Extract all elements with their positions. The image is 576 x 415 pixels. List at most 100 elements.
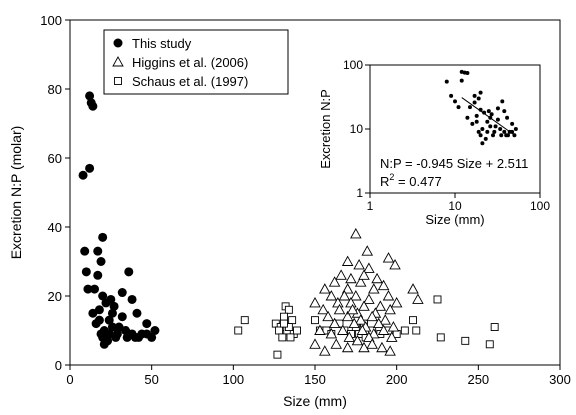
inset-point — [483, 136, 488, 141]
point-this-study — [132, 308, 142, 318]
point-this-study — [122, 332, 132, 342]
legend-box — [103, 29, 289, 95]
inset-data-points — [444, 69, 518, 146]
point-higgins — [363, 331, 375, 342]
point-schaus — [280, 312, 288, 321]
point-higgins — [358, 269, 370, 280]
point-higgins — [407, 283, 419, 294]
point-this-study — [85, 91, 95, 101]
point-schaus — [280, 319, 288, 328]
main-data-points — [78, 91, 499, 359]
point-this-study — [83, 284, 93, 294]
inset-point — [491, 133, 496, 138]
point-schaus — [461, 336, 470, 345]
point-schaus — [278, 333, 287, 342]
r2-prefix: R — [380, 174, 389, 189]
point-this-study — [90, 284, 99, 294]
point-higgins — [341, 255, 354, 266]
inset-point — [478, 90, 483, 95]
legend-label-this-study: This study — [132, 36, 192, 51]
regression-equation: N:P = -0.945 Size + 2.511 — [380, 156, 528, 171]
point-this-study — [99, 339, 109, 349]
inset-point — [492, 129, 497, 134]
point-this-study — [130, 332, 140, 342]
point-schaus — [288, 316, 297, 325]
point-this-study — [150, 326, 160, 335]
inset-background — [300, 50, 555, 228]
inset-point — [478, 133, 483, 138]
inset-x-tick-label: 10 — [448, 199, 462, 213]
inset-point — [485, 119, 490, 124]
legend-label-schaus: Schaus et al. (1997) — [132, 74, 248, 89]
y-tick-label: 100 — [40, 13, 62, 28]
inset-point — [480, 127, 485, 131]
inset-point — [474, 119, 479, 124]
point-higgins — [382, 252, 395, 263]
point-schaus — [234, 326, 243, 335]
inset-point — [495, 117, 500, 122]
point-higgins — [353, 259, 365, 270]
point-higgins — [317, 303, 329, 315]
inset-y-axis-title: Excretion N:P — [318, 89, 333, 168]
inset-y-axis: 1 10 100 — [343, 58, 370, 200]
inset-point — [499, 133, 504, 138]
inset-point — [456, 105, 461, 110]
point-higgins — [356, 324, 369, 335]
point-higgins — [337, 324, 349, 335]
point-higgins — [386, 331, 398, 342]
point-higgins — [389, 259, 401, 270]
inset-y-tick-label: 1 — [356, 186, 363, 200]
x-tick-label: 250 — [467, 372, 489, 387]
point-schaus — [284, 305, 293, 314]
inset-x-tick-label: 100 — [530, 199, 550, 213]
inset-point — [486, 109, 491, 114]
point-schaus — [412, 326, 421, 335]
point-higgins — [412, 293, 424, 304]
legend: This study Higgins et al. (2006) Schaus … — [103, 29, 289, 95]
inset-point — [513, 127, 518, 131]
point-higgins — [343, 331, 356, 342]
y-tick-label: 40 — [48, 220, 62, 235]
legend-markers — [112, 38, 124, 85]
point-higgins — [384, 345, 396, 356]
point-this-study — [142, 329, 152, 339]
point-higgins — [322, 310, 334, 322]
r2-value: = 0.477 — [394, 174, 441, 189]
point-higgins — [341, 310, 354, 322]
point-this-study — [124, 267, 134, 277]
point-this-study — [94, 305, 104, 315]
point-schaus — [311, 316, 319, 325]
point-higgins — [390, 296, 403, 308]
point-higgins — [377, 324, 390, 335]
point-higgins — [325, 328, 338, 339]
inset-point — [504, 133, 509, 138]
inset-y-tick-label: 10 — [350, 122, 364, 136]
point-higgins — [371, 272, 383, 284]
inset-point — [505, 115, 510, 120]
point-this-study — [111, 332, 121, 342]
point-higgins — [387, 321, 400, 332]
inset-point — [485, 129, 490, 134]
x-axis-title: Size (mm) — [283, 393, 347, 409]
point-schaus — [286, 333, 295, 342]
inset-y-tick-label: 100 — [343, 58, 363, 72]
main-x-axis: 0 50 100 150 200 250 300 — [66, 365, 571, 387]
inset-point — [465, 70, 470, 75]
y-tick-label: 20 — [48, 289, 62, 304]
inset-point — [459, 78, 464, 83]
point-this-study — [104, 315, 114, 325]
point-schaus — [485, 340, 494, 349]
inset-x-tick-label: 1 — [367, 199, 374, 213]
y-tick-label: 60 — [48, 151, 62, 166]
point-higgins — [372, 317, 385, 329]
point-higgins — [366, 310, 378, 322]
inset-point — [470, 121, 475, 126]
point-schaus — [490, 323, 499, 331]
inset-x-axis-title: Size (mm) — [425, 212, 484, 227]
inset-point — [444, 79, 449, 84]
r2-superscript: 2 — [389, 172, 394, 182]
point-higgins — [314, 324, 326, 335]
point-this-study — [93, 270, 103, 280]
